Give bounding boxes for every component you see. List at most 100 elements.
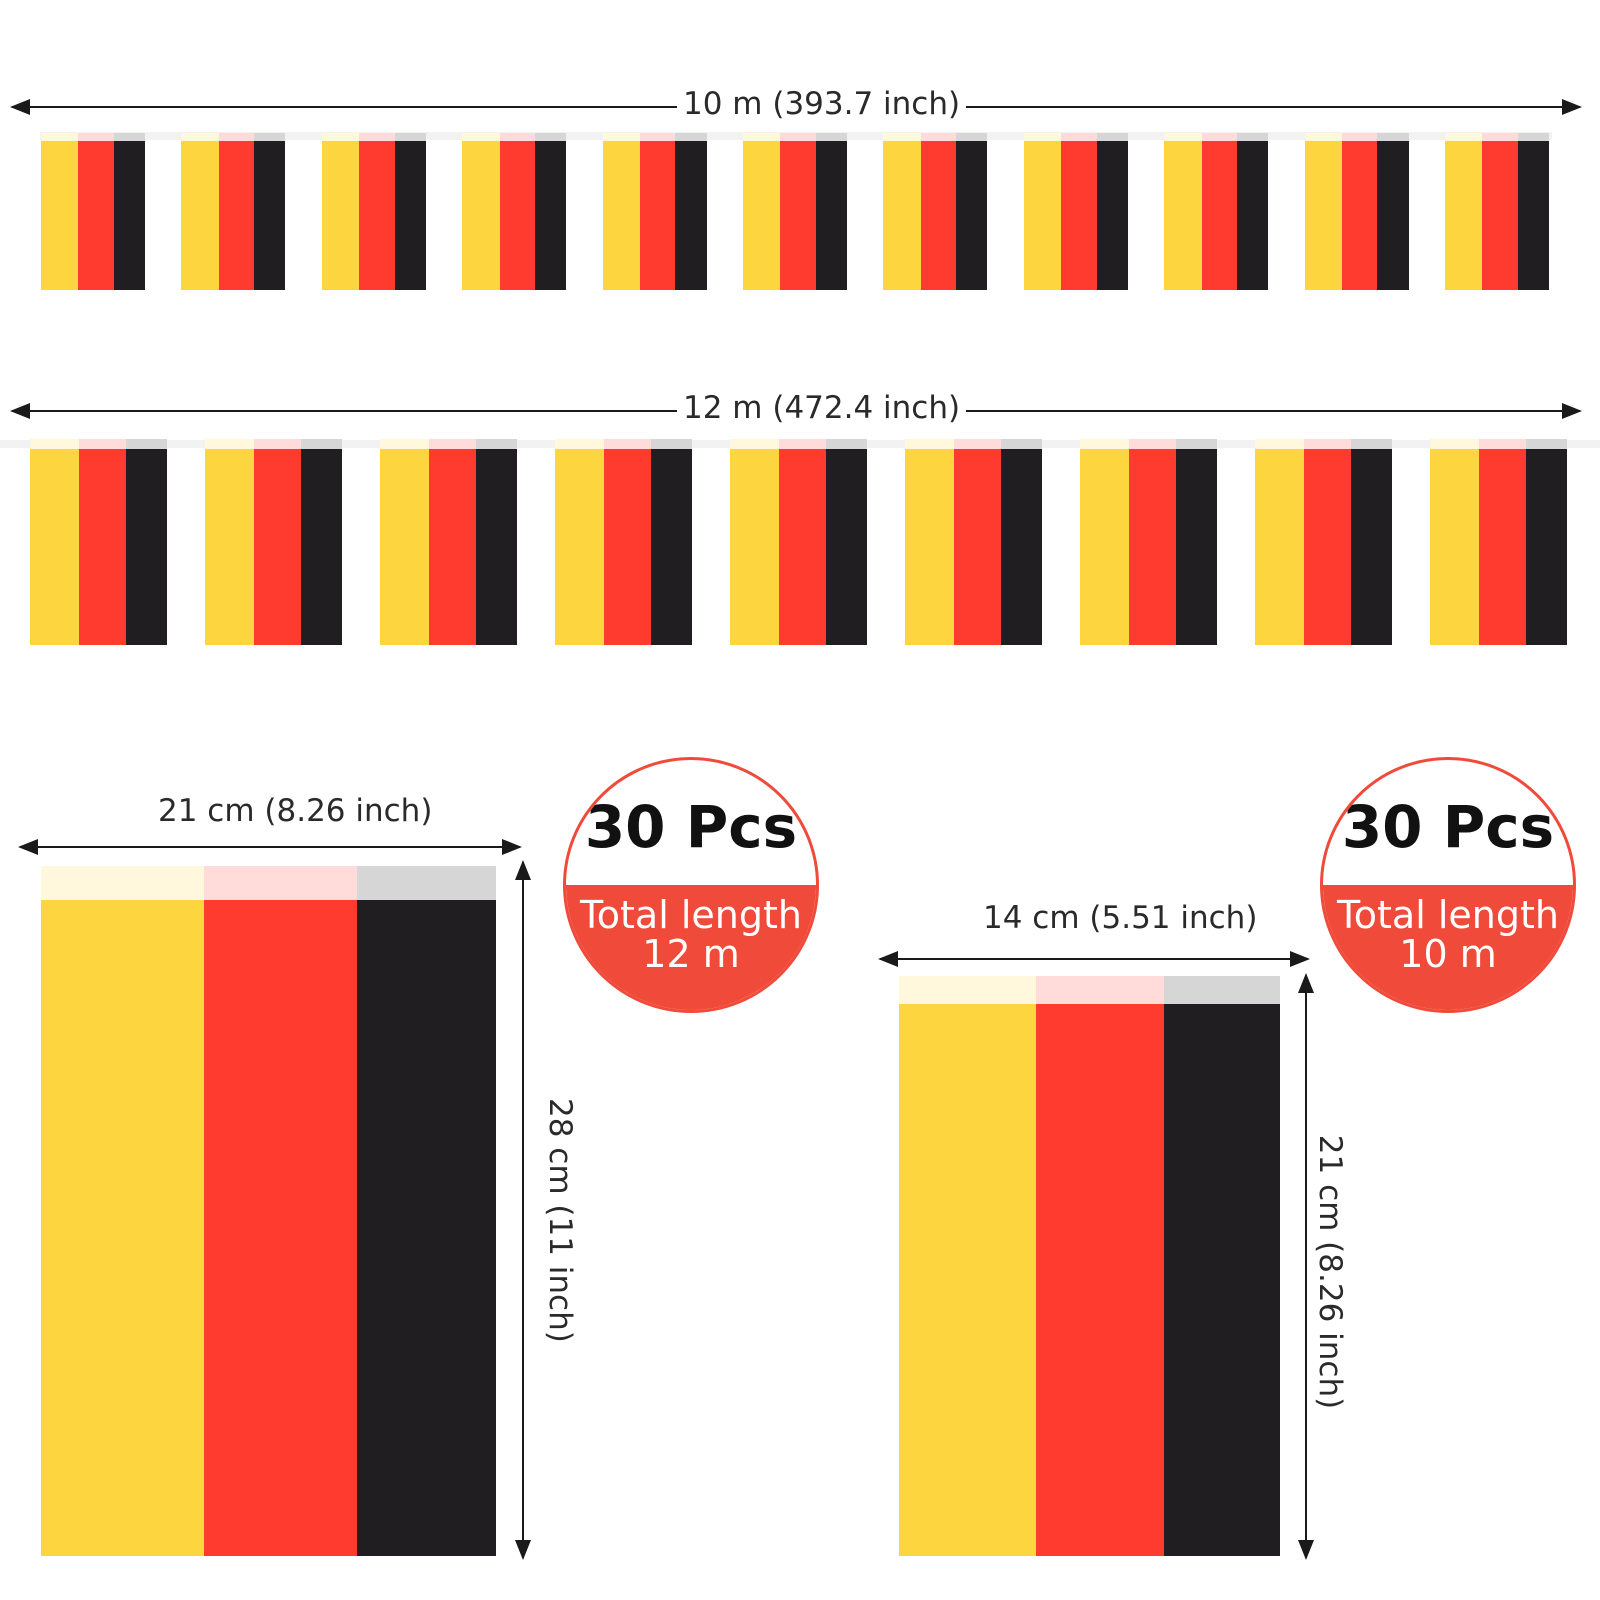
flag-stripe-gold [380, 439, 430, 645]
arrow-left-icon [878, 951, 898, 967]
flag-stripe-red [1129, 439, 1176, 645]
flag-hem [602, 133, 707, 141]
small-width-arrow [878, 951, 1310, 967]
large-width-label: 21 cm (8.26 inch) [152, 791, 439, 831]
flag-stripe-black [1175, 439, 1217, 645]
flag-stripe-black [1350, 439, 1392, 645]
flag-stripe-red [1201, 133, 1237, 290]
flag-stripe-gold [1023, 133, 1062, 290]
flag-stripe-red [1061, 133, 1097, 290]
small-height-arrow [1298, 973, 1314, 1560]
arrow-up-icon [1298, 973, 1314, 993]
flag-stripe-black [1000, 439, 1042, 645]
bunting-flag [1255, 439, 1392, 645]
bunting-flag [1304, 133, 1409, 290]
flag-stripe-black [125, 439, 167, 645]
bunting-flag [555, 439, 692, 645]
bunting-flag [462, 133, 567, 290]
badge-count: 30 Pcs [584, 793, 798, 861]
flag-stripe-gold [205, 439, 255, 645]
flag-hem [30, 439, 167, 449]
arrow-up-icon [515, 860, 531, 880]
flag-stripe-black [1236, 133, 1269, 290]
bunting-flag [1080, 439, 1217, 645]
flag-stripe-gold [905, 439, 955, 645]
flag-stripe-black [113, 133, 145, 290]
flag-stripe-gold [1080, 439, 1130, 645]
flag-stripe-gold [1445, 133, 1483, 290]
flag-stripe-red [780, 133, 816, 290]
badge-length: 10 m [1399, 932, 1497, 976]
flag-stripe-gold [883, 133, 921, 290]
flag-stripe-red [954, 439, 1001, 645]
arrow-left-icon [10, 99, 30, 115]
flag-stripe-black [956, 133, 988, 290]
bunting-flag [1430, 439, 1567, 645]
bunting-flag [380, 439, 517, 645]
flag-hem [321, 133, 426, 141]
flag-stripe-gold [899, 976, 1036, 1556]
flag-stripe-red [218, 133, 255, 290]
flag-stripe-gold [743, 133, 781, 290]
flag-hem [743, 133, 847, 141]
bunting-flag [1164, 133, 1269, 290]
flag-stripe-black [357, 866, 496, 1556]
flag-stripe-red [1304, 439, 1351, 645]
bunting-flag [30, 439, 167, 645]
flag-stripe-black [254, 133, 286, 290]
bunting-flag [730, 439, 867, 645]
badge-length: 12 m [642, 932, 740, 976]
quantity-badge-10m: 30 Pcs Total length 10 m [1320, 757, 1576, 1013]
flag-stripe-red [499, 133, 535, 290]
flag-stripe-red [254, 439, 301, 645]
flag-hem [41, 133, 145, 141]
badge-count: 30 Pcs [1341, 793, 1555, 861]
flag-hem [462, 133, 567, 141]
flag-stripe-red [1342, 133, 1378, 290]
arrow-down-icon [515, 1540, 531, 1560]
flag-hem [181, 133, 286, 141]
small-flag [899, 976, 1280, 1556]
badge-caption: Total length [580, 893, 802, 937]
flag-stripe-gold [602, 133, 641, 290]
flag-stripe-gold [321, 133, 360, 290]
flag-hem [380, 439, 517, 449]
flag-stripe-gold [1164, 133, 1202, 290]
badge-caption: Total length [1337, 893, 1559, 937]
arrow-down-icon [1298, 1540, 1314, 1560]
flag-stripe-black [300, 439, 342, 645]
bunting-flag [883, 133, 988, 290]
arrow-right-icon [1562, 403, 1582, 419]
flag-hem [730, 439, 867, 449]
flag-stripe-red [920, 133, 957, 290]
flag-stripe-red [204, 866, 357, 1556]
flag-stripe-black [675, 133, 707, 290]
flag-stripe-red [604, 439, 651, 645]
large-height-label: 28 cm (11 inch) [542, 1098, 578, 1343]
flag-stripe-black [815, 133, 847, 290]
flag-hem [1304, 133, 1409, 141]
arrow-left-icon [18, 839, 38, 855]
flag-hem [41, 866, 496, 900]
flag-hem [1255, 439, 1392, 449]
flag-stripe-black [650, 439, 692, 645]
flag-hem [555, 439, 692, 449]
flag-stripe-gold [181, 133, 219, 290]
flag-hem [883, 133, 988, 141]
bunting-flag [743, 133, 847, 290]
flag-stripe-gold [30, 439, 80, 645]
flag-hem [899, 976, 1280, 1004]
flag-stripe-red [640, 133, 676, 290]
flag-stripe-gold [730, 439, 780, 645]
bunting-flag [205, 439, 342, 645]
small-height-label: 21 cm (8.26 inch) [1312, 1134, 1348, 1410]
flag-stripe-gold [1430, 439, 1480, 645]
flag-stripe-red [1036, 976, 1164, 1556]
bunting-flag [905, 439, 1042, 645]
flag-stripe-black [1377, 133, 1409, 290]
flag-stripe-red [359, 133, 395, 290]
flag-stripe-red [78, 133, 114, 290]
flag-stripe-red [1479, 439, 1526, 645]
arrow-right-icon [502, 839, 522, 855]
flag-stripe-black [1517, 133, 1549, 290]
